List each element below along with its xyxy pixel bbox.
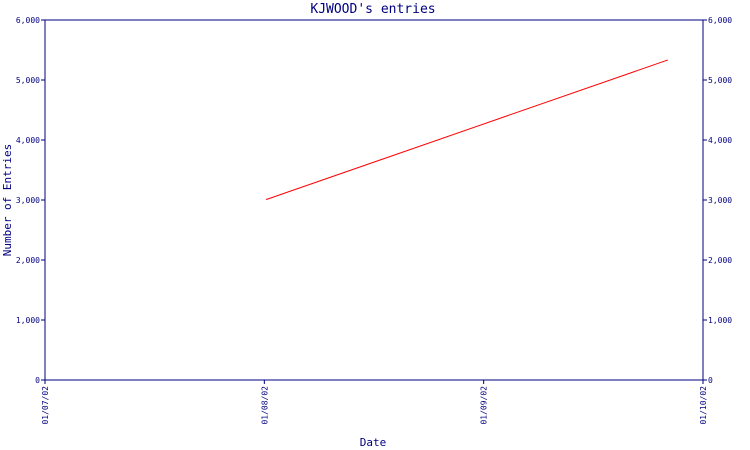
right-y-tick-label: 4,000 xyxy=(708,136,732,145)
series-line xyxy=(266,59,668,200)
right-y-tick-label: 1,000 xyxy=(708,316,732,325)
right-y-tick-label: 2,000 xyxy=(708,256,732,265)
y-axis-label: Number of Entries xyxy=(1,144,14,257)
left-y-tick-label: 1,000 xyxy=(16,316,40,325)
left-y-tick-label: 4,000 xyxy=(16,136,40,145)
series-point xyxy=(266,198,268,200)
right-y-axis: 0 1,000 2,000 3,000 4,000 5,000 6,000 xyxy=(703,16,732,385)
right-y-tick-label: 0 xyxy=(708,376,713,385)
x-tick-label: 01/08/02 xyxy=(260,386,269,425)
left-y-tick-label: 5,000 xyxy=(16,76,40,85)
x-tick-label: 01/09/02 xyxy=(480,386,489,425)
series-layer xyxy=(266,59,668,200)
left-y-tick-label: 3,000 xyxy=(16,196,40,205)
x-axis-label: Date xyxy=(360,436,387,449)
chart-title: KJWOOD's entries xyxy=(310,2,435,17)
left-y-axis: 0 1,000 2,000 3,000 4,000 5,000 6,000 xyxy=(16,16,45,385)
x-axis: 01/07/02 01/08/02 01/09/02 01/10/02 xyxy=(41,380,708,425)
x-tick-label: 01/10/02 xyxy=(699,386,708,425)
x-tick-label: 01/07/02 xyxy=(41,386,50,425)
left-y-tick-label: 2,000 xyxy=(16,256,40,265)
plot-border xyxy=(44,19,704,381)
right-y-tick-label: 3,000 xyxy=(708,196,732,205)
series-point xyxy=(666,59,668,61)
left-y-tick-label: 6,000 xyxy=(16,16,40,25)
right-y-tick-label: 5,000 xyxy=(708,76,732,85)
left-y-tick-label: 0 xyxy=(35,376,40,385)
right-y-tick-label: 6,000 xyxy=(708,16,732,25)
plot-frame xyxy=(44,19,704,381)
